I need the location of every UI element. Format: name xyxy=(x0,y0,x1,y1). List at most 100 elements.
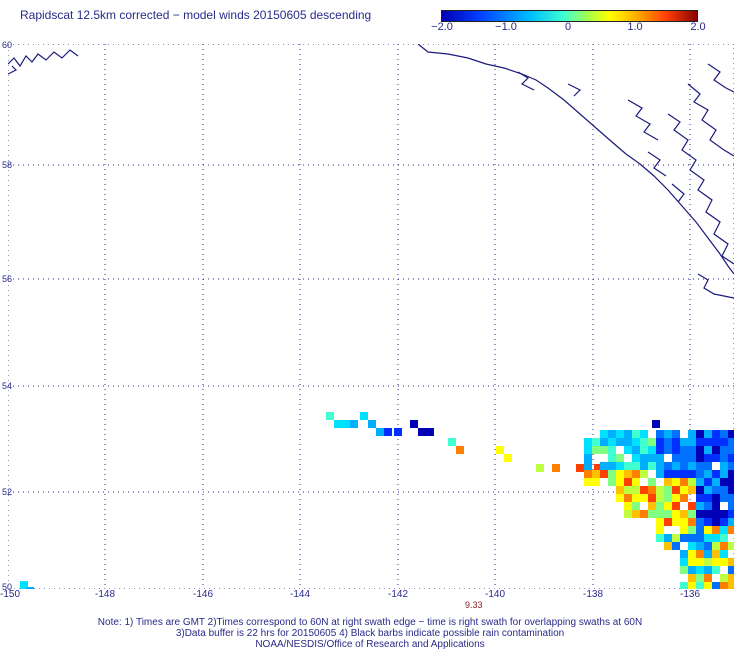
wind-cell xyxy=(672,478,680,486)
wind-cell xyxy=(720,486,728,494)
wind-cell xyxy=(496,446,504,454)
wind-cell xyxy=(696,462,704,470)
wind-cell xyxy=(688,454,696,462)
wind-cell xyxy=(704,510,712,518)
wind-cell xyxy=(418,428,426,436)
wind-cell xyxy=(326,412,334,420)
wind-cell xyxy=(656,446,664,454)
lat-label: 50 xyxy=(2,582,13,592)
wind-cell xyxy=(712,582,720,589)
wind-cell xyxy=(648,446,656,454)
wind-cell xyxy=(680,534,688,542)
wind-cell xyxy=(648,438,656,446)
wind-cell xyxy=(712,486,720,494)
wind-cell xyxy=(680,478,688,486)
colorbar-tick: −2.0 xyxy=(431,21,453,33)
wind-cell xyxy=(728,558,734,566)
wind-cell xyxy=(672,446,680,454)
wind-cell xyxy=(720,518,728,526)
wind-cell xyxy=(704,462,712,470)
wind-cell xyxy=(664,518,672,526)
wind-cell xyxy=(680,566,688,574)
wind-cell xyxy=(664,446,672,454)
wind-cell xyxy=(688,486,696,494)
wind-cell xyxy=(712,478,720,486)
wind-cell xyxy=(728,566,734,574)
wind-cell xyxy=(672,502,680,510)
wind-cell xyxy=(720,510,728,518)
wind-cell xyxy=(728,502,734,510)
wind-cell xyxy=(704,550,712,558)
wind-cell xyxy=(720,494,728,502)
wind-cell xyxy=(672,510,680,518)
wind-cell xyxy=(704,542,712,550)
wind-cell xyxy=(616,486,624,494)
wind-cell xyxy=(696,550,704,558)
wind-cell xyxy=(704,534,712,542)
wind-cell xyxy=(592,478,600,486)
wind-cell xyxy=(696,526,704,534)
wind-cell xyxy=(696,494,704,502)
wind-cell xyxy=(712,470,720,478)
wind-cell xyxy=(584,438,592,446)
wind-cell xyxy=(712,494,720,502)
wind-cell xyxy=(368,420,376,428)
wind-cell xyxy=(600,462,608,470)
wind-cell xyxy=(410,420,418,428)
wind-cell xyxy=(584,470,592,478)
wind-cell xyxy=(688,502,696,510)
lat-label: 56 xyxy=(2,274,13,284)
wind-cell xyxy=(616,454,624,462)
wind-cell xyxy=(632,438,640,446)
wind-cell xyxy=(616,430,624,438)
wind-cell xyxy=(536,464,544,472)
wind-cell xyxy=(584,454,592,462)
wind-cell xyxy=(728,518,734,526)
wind-cell xyxy=(704,526,712,534)
wind-cell xyxy=(688,526,696,534)
wind-cell xyxy=(640,462,648,470)
wind-difference-cells xyxy=(20,412,734,589)
wind-cell xyxy=(728,526,734,534)
wind-cell xyxy=(600,470,608,478)
wind-cell xyxy=(656,518,664,526)
wind-cell xyxy=(696,582,704,589)
wind-cell xyxy=(672,494,680,502)
wind-cell xyxy=(712,566,720,574)
wind-cell xyxy=(624,510,632,518)
wind-cell xyxy=(616,470,624,478)
wind-cell xyxy=(696,558,704,566)
wind-cell xyxy=(656,502,664,510)
wind-cell xyxy=(592,446,600,454)
wind-cell xyxy=(688,462,696,470)
wind-cell xyxy=(688,446,696,454)
wind-cell xyxy=(696,574,704,582)
wind-cell xyxy=(608,430,616,438)
lon-label: -142 xyxy=(387,589,408,600)
wind-cell xyxy=(624,470,632,478)
wind-cell xyxy=(616,462,624,470)
wind-cell xyxy=(576,464,584,472)
wind-cell xyxy=(664,510,672,518)
wind-cell xyxy=(704,470,712,478)
wind-cell xyxy=(680,510,688,518)
wind-cell xyxy=(680,438,688,446)
wind-cell xyxy=(728,486,734,494)
wind-cell xyxy=(728,462,734,470)
wind-cell xyxy=(656,454,664,462)
wind-cell xyxy=(688,510,696,518)
wind-cell xyxy=(648,454,656,462)
wind-cell xyxy=(672,534,680,542)
wind-cell xyxy=(664,494,672,502)
wind-cell xyxy=(688,438,696,446)
wind-cell xyxy=(704,518,712,526)
wind-cell xyxy=(624,502,632,510)
wind-cell xyxy=(600,446,608,454)
wind-cell xyxy=(720,462,728,470)
wind-cell xyxy=(632,502,640,510)
wind-cell xyxy=(600,438,608,446)
lon-label: -150 xyxy=(0,589,20,600)
wind-cell xyxy=(712,534,720,542)
wind-cell xyxy=(720,542,728,550)
wind-cell xyxy=(648,502,656,510)
